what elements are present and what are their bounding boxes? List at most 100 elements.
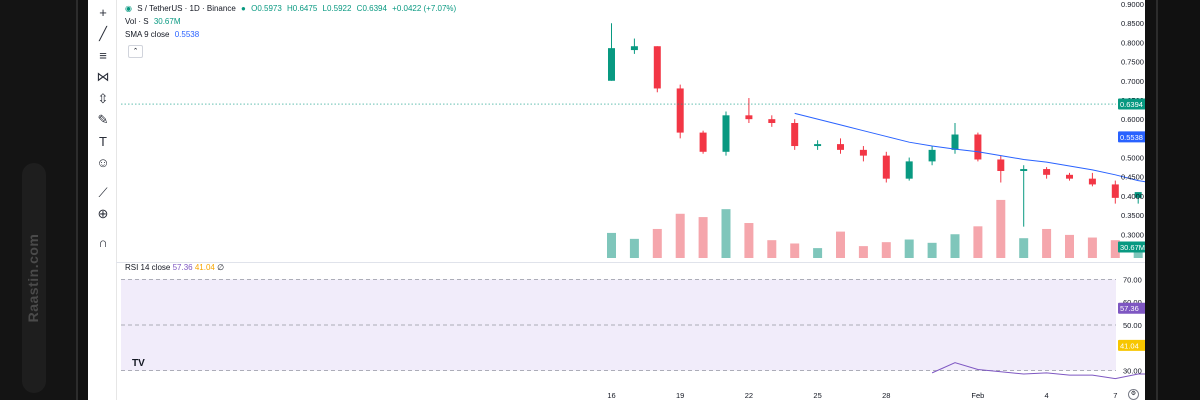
- date-axis-label: Feb: [971, 391, 984, 400]
- ohlc-low: L0.5922: [322, 4, 352, 13]
- candle-body: [1020, 169, 1028, 171]
- device-bezel-left: [76, 0, 78, 400]
- horizontal-lines-icon[interactable]: ≡: [99, 48, 107, 63]
- last-price-tag-bg: [1118, 98, 1145, 110]
- rsi-ma-tag: 41.04: [1120, 341, 1139, 350]
- candle-body: [814, 144, 822, 147]
- candle-body: [630, 46, 638, 51]
- candle-body: [1134, 192, 1142, 198]
- candle-body: [653, 46, 661, 89]
- candle-body: [974, 134, 982, 160]
- symbol-status-icon: ◉: [125, 4, 132, 13]
- price-axis-label: 0.6000: [1121, 115, 1144, 124]
- chart-screen[interactable]: + ╱ ≡ ⋈ ⇳ ✎ T ☺ ⟋ ⊕ ∩ 0.9000 0.8500 0.8000 0.7500 0.70…: [88, 0, 1145, 400]
- volume-bar: [836, 231, 845, 258]
- price-axis-label: 0.8500: [1121, 19, 1144, 28]
- trend-line-icon[interactable]: ╱: [99, 26, 107, 41]
- sma-tag-bg: [1118, 131, 1145, 143]
- volume-bar: [858, 246, 868, 258]
- fib-levels-icon[interactable]: ⇳: [97, 91, 109, 106]
- rsi-ma-tag-bg: [1118, 339, 1145, 351]
- zoom-in-icon[interactable]: ⊕: [97, 206, 109, 221]
- candle-body: [699, 132, 707, 152]
- ohlc-change: +0.0422 (+7.07%): [392, 4, 457, 13]
- rsi-axis-label: 50.00: [1123, 321, 1142, 330]
- volume-tag-bg: [1118, 241, 1145, 253]
- price-axis-label: 0.9000: [1121, 0, 1144, 9]
- candle-body: [745, 115, 753, 120]
- candle-body: [882, 155, 890, 179]
- price-axis-label: 0.5000: [1121, 154, 1144, 163]
- ohlc-high: H0.6475: [287, 4, 318, 13]
- symbol-title[interactable]: S / TetherUS · 1D · Binance: [137, 4, 236, 13]
- market-open-icon: ●: [241, 4, 246, 13]
- volume-bar: [1110, 240, 1120, 258]
- volume-bar: [790, 243, 800, 258]
- candle-body: [1111, 184, 1119, 198]
- symbol-legend-row: ◉ S / TetherUS · 1D · Binance ● O0.5973 …: [125, 2, 685, 15]
- sma-value: 0.5538: [174, 30, 200, 39]
- volume-bar: [1087, 237, 1097, 258]
- rsi-tag: 57.36: [1120, 304, 1139, 313]
- candle-body: [676, 88, 684, 133]
- volume-bar: [996, 199, 1006, 258]
- candle-body: [1043, 169, 1051, 175]
- emoji-icon[interactable]: ☺: [96, 155, 110, 170]
- gear-icon[interactable]: ⚙: [1128, 389, 1139, 400]
- candle-body: [768, 119, 776, 123]
- watermark-text: Raastin.com: [25, 233, 41, 323]
- drawing-toolbar: + ╱ ≡ ⋈ ⇳ ✎ T ☺ ⟋ ⊕ ∩: [88, 0, 117, 400]
- candle-body: [905, 161, 913, 179]
- crosshair-icon[interactable]: +: [99, 5, 107, 20]
- price-axis-label: 0.3500: [1121, 211, 1144, 220]
- price-axis-label: 0.3000: [1121, 230, 1144, 239]
- volume-label[interactable]: Vol · S: [125, 17, 149, 26]
- watermark-strip: Raastin.com: [22, 163, 46, 393]
- rsi-extra-value: ∅: [217, 263, 225, 272]
- volume-bar: [927, 242, 937, 258]
- date-axis-label: 19: [676, 391, 684, 400]
- volume-bar: [1042, 228, 1052, 258]
- volume-tag: 30.67M: [1120, 243, 1145, 252]
- candle-body: [928, 149, 936, 162]
- candle-body: [837, 144, 844, 150]
- sma-label[interactable]: SMA 9 close: [125, 30, 170, 39]
- volume-bar: [629, 238, 639, 258]
- volume-bar: [973, 226, 983, 258]
- rsi-label[interactable]: RSI 14 close: [125, 263, 171, 272]
- volume-bar: [721, 209, 731, 258]
- ruler-icon[interactable]: ⟋: [98, 185, 108, 200]
- candle-body: [791, 123, 799, 147]
- chart-canvas[interactable]: 0.90000.85000.80000.75000.70000.65000.60…: [88, 0, 1145, 400]
- text-tool-icon[interactable]: T: [99, 134, 107, 149]
- candle-body: [722, 115, 730, 152]
- rsi-axis-label: 30.00: [1123, 367, 1142, 376]
- legend-collapse-button[interactable]: ⌃: [128, 45, 143, 58]
- date-axis-label: 22: [745, 391, 753, 400]
- magnet-icon[interactable]: ∩: [98, 235, 108, 250]
- volume-bar: [607, 232, 616, 258]
- sma-tag: 0.5538: [1120, 133, 1143, 142]
- rsi-axis-label: 70.00: [1123, 275, 1142, 284]
- candle-body: [997, 159, 1005, 171]
- pattern-icon[interactable]: ⋈: [96, 69, 110, 84]
- ohlc-open: O0.5973: [251, 4, 282, 13]
- volume-legend-row: Vol · S 30.67M: [125, 15, 685, 28]
- brush-icon[interactable]: ✎: [97, 112, 109, 127]
- last-price-tag: 0.6394: [1120, 100, 1143, 109]
- rsi-ma-value: 41.04: [194, 263, 215, 272]
- tradingview-logo[interactable]: TV: [132, 358, 145, 369]
- date-axis-label: 25: [813, 391, 821, 400]
- price-axis-label: 0.4000: [1121, 192, 1144, 201]
- rsi-legend-row: RSI 14 close 57.36 41.04 ∅: [125, 262, 224, 274]
- candle-body: [951, 134, 959, 150]
- volume-bar: [767, 240, 777, 258]
- price-axis-label: 0.7500: [1121, 58, 1144, 67]
- volume-bar: [881, 242, 891, 258]
- volume-bar: [744, 223, 754, 258]
- price-axis-label: 0.4500: [1121, 173, 1144, 182]
- volume-bar: [1065, 234, 1074, 258]
- volume-bar: [675, 213, 685, 258]
- pane-separator[interactable]: [116, 262, 1145, 263]
